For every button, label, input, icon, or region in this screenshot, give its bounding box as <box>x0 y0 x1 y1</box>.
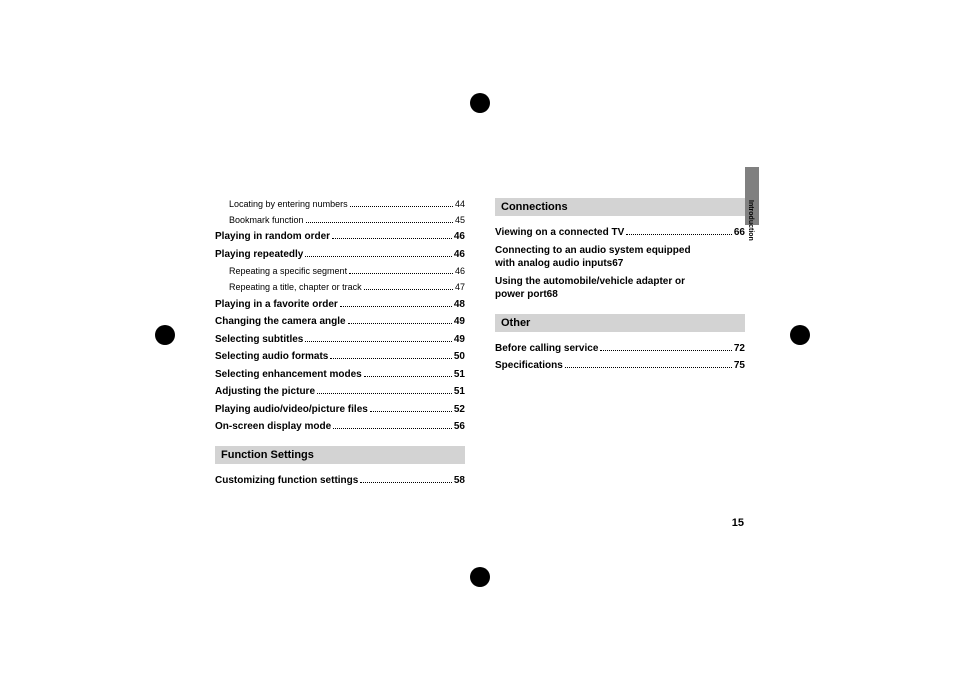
section-header-other: Other <box>495 314 745 332</box>
toc-right-column: Connections Viewing on a connected TV 66 C… <box>495 198 745 491</box>
toc-label: Repeating a specific segment <box>229 265 347 277</box>
crop-mark-bottom-left <box>135 540 205 610</box>
toc-content: Locating by entering numbers 44 Bookmark f… <box>215 198 745 491</box>
toc-page: 51 <box>454 368 465 382</box>
registration-left <box>135 310 190 360</box>
crop-mark-top-left <box>135 68 205 138</box>
toc-label: Selecting subtitles <box>215 333 303 347</box>
toc-label: Locating by entering numbers <box>229 198 348 210</box>
toc-entry: Playing audio/video/picture files 52 <box>215 403 465 417</box>
toc-label: Repeating a title, chapter or track <box>229 281 362 293</box>
toc-entry: Bookmark function 45 <box>215 214 465 226</box>
toc-page: 58 <box>454 474 465 488</box>
registration-top <box>455 78 505 128</box>
toc-entry: Repeating a title, chapter or track 47 <box>215 281 465 293</box>
toc-label: Adjusting the picture <box>215 385 315 399</box>
toc-entry: Using the automobile/vehicle adapter orp… <box>495 275 745 302</box>
toc-entry: Playing in a favorite order 48 <box>215 298 465 312</box>
toc-page: 51 <box>454 385 465 399</box>
toc-page: 46 <box>454 230 465 244</box>
toc-page: 47 <box>455 281 465 293</box>
toc-page: 50 <box>454 350 465 364</box>
toc-page: 56 <box>454 420 465 434</box>
toc-label: Before calling service <box>495 342 598 356</box>
toc-entry: Playing repeatedly 46 <box>215 248 465 262</box>
toc-entry: Adjusting the picture 51 <box>215 385 465 399</box>
toc-label: Changing the camera angle <box>215 315 346 329</box>
toc-label: Playing audio/video/picture files <box>215 403 368 417</box>
section-header-connections: Connections <box>495 198 745 216</box>
toc-entry: Specifications 75 <box>495 359 745 373</box>
toc-label: Playing in a favorite order <box>215 298 338 312</box>
toc-label: Customizing function settings <box>215 474 358 488</box>
toc-entry: Playing in random order 46 <box>215 230 465 244</box>
toc-entry: Changing the camera angle 49 <box>215 315 465 329</box>
toc-label: Viewing on a connected TV <box>495 226 624 240</box>
crop-mark-bottom-right <box>770 540 840 610</box>
toc-page: 49 <box>454 315 465 329</box>
toc-page: 52 <box>454 403 465 417</box>
toc-label: Bookmark function <box>229 214 304 226</box>
toc-label: Selecting enhancement modes <box>215 368 362 382</box>
toc-page: 49 <box>454 333 465 347</box>
toc-entry: Selecting subtitles 49 <box>215 333 465 347</box>
toc-page: 44 <box>455 198 465 210</box>
toc-entry: Selecting audio formats 50 <box>215 350 465 364</box>
section-header-function-settings: Function Settings <box>215 446 465 464</box>
toc-entry: Locating by entering numbers 44 <box>215 198 465 210</box>
toc-entry: Viewing on a connected TV 66 <box>495 226 745 240</box>
toc-page: 72 <box>734 342 745 356</box>
toc-page: 45 <box>455 214 465 226</box>
toc-page: 75 <box>734 359 745 373</box>
toc-entry: Repeating a specific segment 46 <box>215 265 465 277</box>
toc-label: Specifications <box>495 359 563 373</box>
toc-page: 48 <box>454 298 465 312</box>
page-number: 15 <box>732 517 744 529</box>
toc-entry: On-screen display mode 56 <box>215 420 465 434</box>
toc-page: 66 <box>734 226 745 240</box>
side-tab-label: Introduction <box>747 200 754 241</box>
toc-label: Playing in random order <box>215 230 330 244</box>
toc-label: Playing repeatedly <box>215 248 303 262</box>
toc-entry: Before calling service 72 <box>495 342 745 356</box>
toc-label: Selecting audio formats <box>215 350 328 364</box>
toc-entry: Connecting to an audio system equippedwi… <box>495 244 745 271</box>
toc-entry: Customizing function settings 58 <box>215 474 465 488</box>
crop-mark-top-right <box>770 68 840 138</box>
toc-page: 46 <box>455 265 465 277</box>
registration-right <box>775 310 830 360</box>
toc-label: On-screen display mode <box>215 420 331 434</box>
toc-entry: Selecting enhancement modes 51 <box>215 368 465 382</box>
toc-left-column: Locating by entering numbers 44 Bookmark f… <box>215 198 465 491</box>
registration-bottom <box>455 552 505 602</box>
toc-page: 46 <box>454 248 465 262</box>
